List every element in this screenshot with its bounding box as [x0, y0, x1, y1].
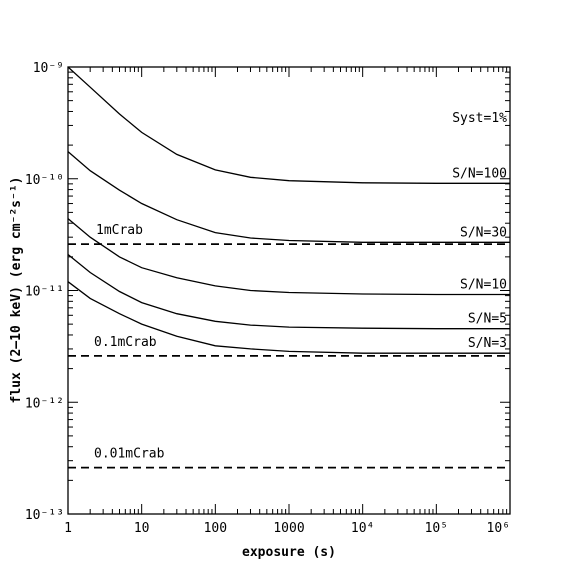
series-label: S/N=30 — [460, 225, 507, 240]
series-line — [67, 281, 510, 354]
y-tick-label: 10⁻¹³ — [25, 508, 64, 523]
minor-ticks — [68, 67, 510, 514]
y-tick-label: 10⁻¹² — [25, 396, 64, 411]
x-tick-label: 10⁵ — [425, 521, 448, 536]
series-label: S/N=100 — [452, 166, 507, 181]
x-axis-label: exposure (s) — [242, 545, 336, 560]
x-tick-label: 10⁴ — [351, 521, 374, 536]
y-tick-labels: 10⁻⁹ 10⁻¹⁰ 10⁻¹¹ 10⁻¹² 10⁻¹³ — [25, 61, 64, 523]
x-tick-label: 10 — [134, 521, 150, 536]
series-label: S/N=5 — [468, 312, 507, 327]
systematics-annotation: Syst=1% — [452, 111, 507, 126]
annotations: Syst=1% — [452, 111, 507, 126]
series-line — [67, 66, 510, 184]
y-tick-label: 10⁻⁹ — [33, 61, 64, 76]
major-ticks — [67, 66, 511, 515]
series-line — [67, 218, 510, 296]
series-label: S/N=3 — [468, 336, 507, 351]
series-line — [67, 151, 510, 243]
y-tick-label: 10⁻¹¹ — [25, 285, 64, 300]
x-tick-label: 1000 — [273, 521, 304, 536]
y-axis-label: flux (2–10 keV) (erg cm⁻²s⁻¹) — [9, 177, 24, 404]
series-label: S/N=10 — [460, 278, 507, 293]
reference-line-label: 0.01mCrab — [94, 447, 165, 462]
reference-line-label: 1mCrab — [96, 223, 143, 238]
y-tick-label: 10⁻¹⁰ — [25, 173, 64, 188]
series-lines — [67, 66, 510, 354]
series-line — [67, 253, 510, 330]
x-tick-label: 1 — [64, 521, 72, 536]
x-tick-labels: 1 10 100 1000 10⁴ 10⁵ 10⁶ — [64, 521, 510, 536]
x-tick-label: 100 — [204, 521, 227, 536]
reference-lines: 1mCrab 0.1mCrab 0.01mCrab — [68, 223, 510, 469]
x-tick-label: 10⁶ — [487, 521, 510, 536]
reference-line-label: 0.1mCrab — [94, 335, 157, 350]
series-labels: S/N=100 S/N=30 S/N=10 S/N=5 S/N=3 — [452, 166, 507, 351]
